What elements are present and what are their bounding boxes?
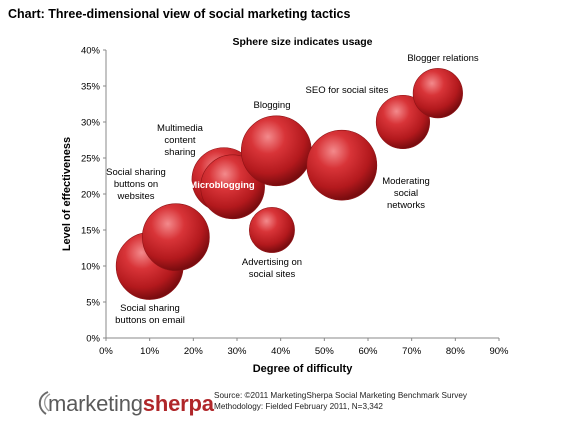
label-moderating: Moderating social networks (382, 176, 430, 211)
y-axis-title: Level of effectiveness (61, 137, 73, 251)
x-tick-label: 60% (358, 346, 378, 357)
bubble-seo-for-social-sites (375, 94, 430, 150)
y-tick-label: 5% (86, 298, 100, 309)
label-multimedia: Multimedia content sharing (157, 123, 204, 158)
bubble-moderating-social-networks (306, 129, 378, 201)
x-tick-label: 30% (227, 346, 247, 357)
bubble-blogging (240, 115, 312, 187)
label-blogger-relations: Blogger relations (407, 53, 479, 64)
y-tick-label: 35% (81, 82, 101, 93)
y-tick-label: 15% (81, 226, 101, 237)
source-note: Source: ©2011 MarketingSherpa Social Mar… (214, 390, 467, 412)
logo-text-marketing: marketing (48, 391, 143, 416)
y-tick-label: 10% (81, 262, 101, 273)
x-tick-label: 10% (140, 346, 160, 357)
x-tick-label: 70% (402, 346, 422, 357)
label-microblogging: Microblogging (189, 180, 255, 191)
label-blogging: Blogging (254, 100, 291, 111)
bubble-social-sharing-buttons-on-websites (142, 203, 210, 272)
x-tick-label: 50% (315, 346, 335, 357)
x-tick-label: 20% (184, 346, 204, 357)
x-tick-label: 80% (446, 346, 466, 357)
marketingsherpa-logo: marketingsherpa (48, 393, 214, 415)
chart-subtitle: Sphere size indicates usage (232, 36, 372, 48)
bubble-advertising-on-social-sites (249, 207, 295, 253)
logo-mark-icon (38, 391, 51, 415)
y-tick-label: 40% (81, 46, 101, 57)
x-tick-label: 90% (489, 346, 509, 357)
source-line: Source: ©2011 MarketingSherpa Social Mar… (214, 391, 467, 400)
x-tick-label: 0% (99, 346, 113, 357)
methodology-line: Methodology: Fielded February 2011, N=3,… (214, 402, 383, 411)
footer: marketingsherpa Source: ©2011 MarketingS… (0, 376, 568, 422)
x-tick-label: 40% (271, 346, 291, 357)
label-advertising: Advertising on social sites (242, 257, 302, 280)
bubble-blogger-relations (412, 68, 463, 119)
label-social-sharing-email: Social sharing buttons on email (115, 303, 185, 326)
x-axis-title: Degree of difficulty (253, 363, 354, 375)
logo-text-sherpa: sherpa (142, 391, 214, 416)
label-seo: SEO for social sites (306, 85, 389, 96)
y-tick-label: 0% (86, 334, 100, 345)
label-social-sharing-websites: Social sharing buttons on websites (106, 167, 166, 202)
bubble-chart: Sphere size indicates usage 0% 5% 10% 15% 20%… (61, 36, 509, 375)
y-tick-label: 25% (81, 154, 101, 165)
y-tick-label: 30% (81, 118, 101, 129)
y-tick-label: 20% (81, 190, 101, 201)
chart-title: Chart: Three-dimensional view of social … (8, 7, 351, 21)
